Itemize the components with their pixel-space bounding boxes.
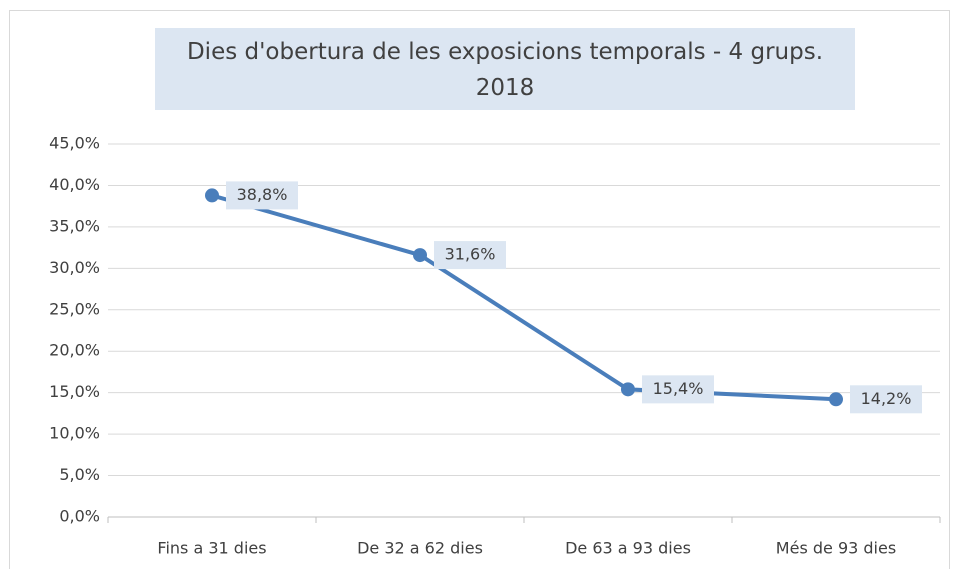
x-tick-label: De 63 a 93 dies (565, 539, 691, 558)
data-label-box (642, 375, 714, 404)
y-tick-label: 20,0% (49, 341, 100, 360)
chart-border (9, 10, 950, 569)
marker (205, 188, 219, 203)
marker (413, 248, 427, 263)
y-tick-label: 5,0% (59, 465, 100, 484)
marker (829, 392, 843, 407)
chart-title: Dies d'obertura de les exposicions tempo… (155, 28, 855, 110)
data-label-box (434, 241, 506, 270)
y-tick-label: 40,0% (49, 175, 100, 194)
y-tick-label: 10,0% (49, 424, 100, 443)
line (211, 193, 837, 402)
data-label: 15,4% (653, 379, 704, 398)
x-tick-label: Més de 93 dies (776, 539, 896, 558)
y-tick-label: 0,0% (59, 507, 100, 526)
data-label: 38,8% (237, 185, 288, 204)
x-tick-label: Fins a 31 dies (157, 539, 266, 558)
data-label: 14,2% (861, 389, 912, 408)
y-tick-label: 30,0% (49, 258, 100, 277)
x-tick-label: De 32 a 62 dies (357, 539, 483, 558)
y-tick-label: 45,0% (49, 134, 100, 153)
data-label: 31,6% (445, 245, 496, 264)
marker (621, 382, 635, 397)
data-label-box (226, 181, 298, 210)
y-tick-label: 15,0% (49, 382, 100, 401)
data-label-box (850, 385, 922, 414)
y-tick-label: 25,0% (49, 299, 100, 318)
y-tick-label: 35,0% (49, 216, 100, 235)
